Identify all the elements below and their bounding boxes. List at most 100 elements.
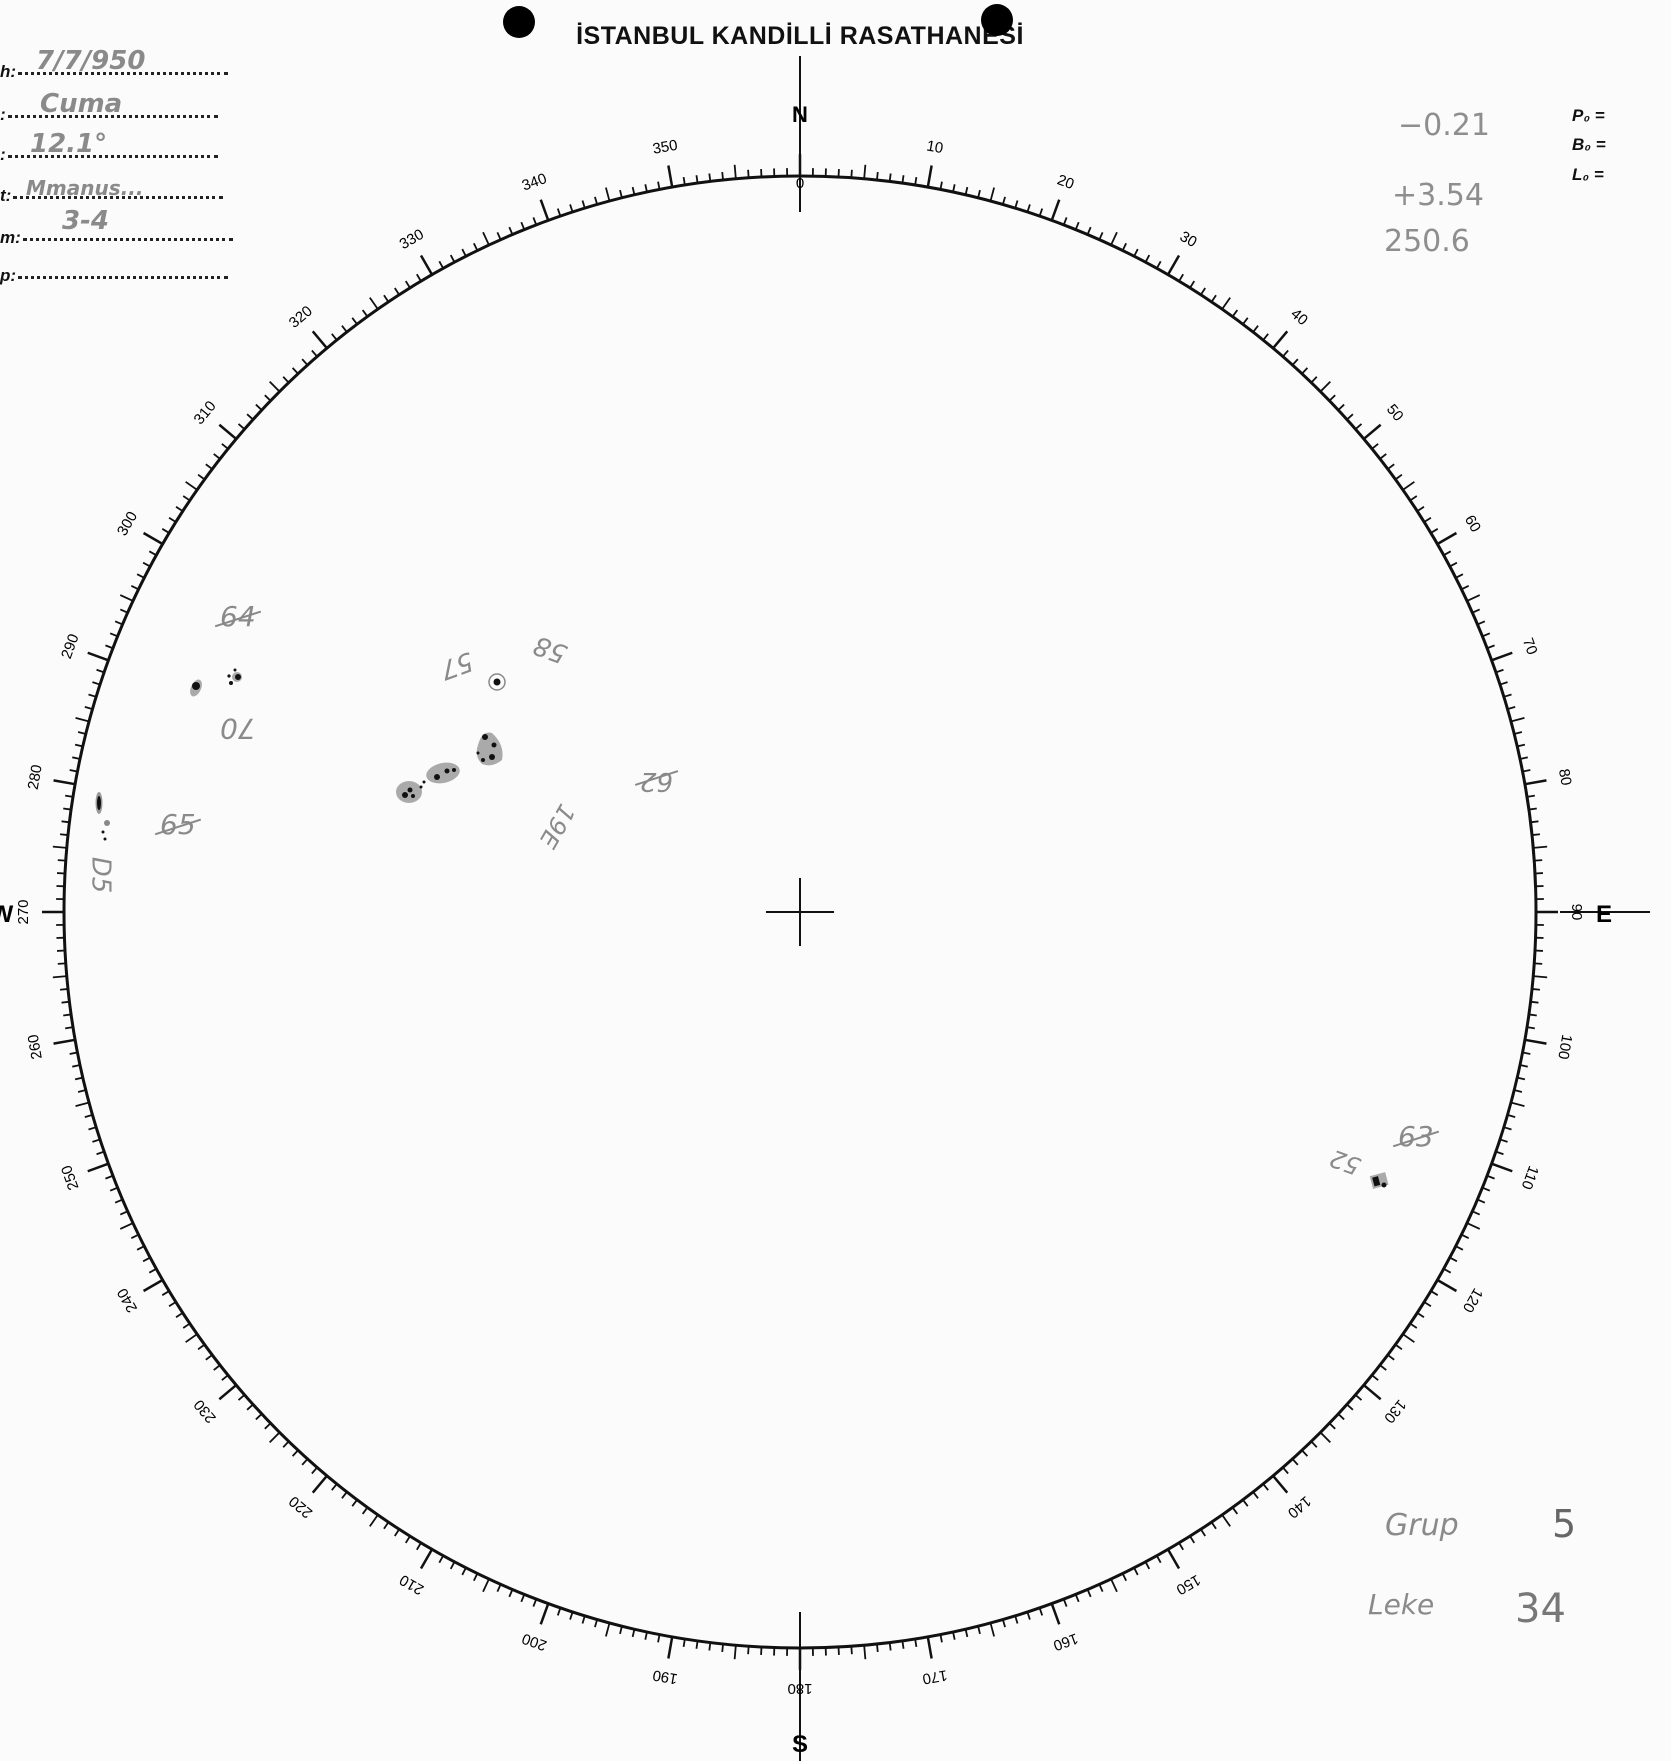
observer-value: Mmanus... xyxy=(26,176,144,200)
scale-tick xyxy=(311,1475,328,1494)
scale-tick xyxy=(1050,199,1061,221)
scale-label-160: 160 xyxy=(1051,1629,1080,1654)
scale-tick xyxy=(1466,594,1481,602)
scale-label-260: 260 xyxy=(25,1033,46,1061)
sunspot-group xyxy=(190,679,202,697)
scale-label-280: 280 xyxy=(25,763,46,791)
scale-tick xyxy=(75,1101,90,1107)
scale-label-20: 20 xyxy=(1055,171,1076,193)
scale-tick xyxy=(1272,1475,1289,1494)
p0-label: P₀ = xyxy=(1572,106,1605,125)
scale-tick xyxy=(1110,1578,1118,1593)
scale-tick xyxy=(419,1548,434,1570)
group-label-text: 64 xyxy=(220,600,256,633)
form-label: h: xyxy=(0,62,17,81)
scale-tick xyxy=(142,1278,164,1293)
day-value: Cuma xyxy=(40,89,123,119)
scale-label-80: 80 xyxy=(1555,767,1575,786)
scale-tick xyxy=(1221,297,1231,310)
form-row-seeing: m: 3-4 xyxy=(0,206,233,248)
form-row-p: p: xyxy=(0,266,229,286)
scale-tick xyxy=(53,779,76,786)
scale-label-90: 90 xyxy=(1568,904,1585,921)
scale-label-350: 350 xyxy=(651,137,679,158)
scale-tick xyxy=(605,1622,611,1637)
scale-label-300: 300 xyxy=(114,509,141,539)
scale-label-190: 190 xyxy=(651,1666,679,1687)
scale-label-210: 210 xyxy=(397,1571,427,1598)
scale-tick xyxy=(52,975,67,979)
scale-label-270: 270 xyxy=(15,899,32,924)
scale-tick xyxy=(1466,1222,1481,1230)
scale-tick xyxy=(733,1645,737,1660)
scale-tick xyxy=(482,231,490,246)
scale-label-120: 120 xyxy=(1459,1285,1486,1315)
scale-label-180: 180 xyxy=(787,1680,812,1697)
scale-tick xyxy=(1363,1384,1382,1401)
scale-tick xyxy=(1166,254,1181,276)
form-row-date: h: 7/7/950 xyxy=(0,46,229,82)
scale-tick xyxy=(75,717,90,723)
scale-label-100: 100 xyxy=(1554,1033,1575,1061)
l0-label: L₀ = xyxy=(1572,165,1604,184)
form-row-time: : 12.1° xyxy=(0,129,218,165)
scale-tick xyxy=(369,297,379,310)
scale-label-320: 320 xyxy=(286,303,316,332)
form-label: m: xyxy=(0,228,21,247)
scale-tick xyxy=(52,845,67,849)
scale-tick xyxy=(185,481,198,491)
scale-tick xyxy=(926,1636,933,1659)
scale-label-140: 140 xyxy=(1284,1492,1314,1521)
scale-label-170: 170 xyxy=(921,1666,949,1687)
sunspot-group xyxy=(476,732,503,766)
scale-tick xyxy=(369,1514,379,1527)
form-label: t: xyxy=(0,186,12,205)
scale-label-40: 40 xyxy=(1287,305,1311,329)
scale-tick xyxy=(419,254,434,276)
scale-tick xyxy=(539,1603,550,1625)
observatory-title: İSTANBUL KANDİLLİ RASATHANESİ xyxy=(576,22,1024,50)
scale-tick xyxy=(119,1222,134,1230)
scale-tick xyxy=(667,165,674,188)
south-letter: S xyxy=(792,1731,808,1758)
group-label-text: 63 xyxy=(1398,1120,1434,1153)
form-row-day: : Cuma xyxy=(0,89,218,125)
scale-label-0: 0 xyxy=(796,175,804,192)
scale-label-70: 70 xyxy=(1519,636,1541,657)
scale-tick xyxy=(989,1622,995,1637)
group-label: 65 xyxy=(160,808,196,841)
scale-tick xyxy=(218,1384,237,1401)
scale-tick xyxy=(1319,381,1331,393)
group-label-text: 65 xyxy=(160,808,196,841)
scale-label-340: 340 xyxy=(520,170,549,195)
date-value: 7/7/950 xyxy=(36,46,146,76)
sunspot-group xyxy=(227,668,242,685)
scale-tick xyxy=(482,1578,490,1593)
punch-hole xyxy=(981,4,1013,36)
scale-tick xyxy=(863,1645,867,1660)
scale-label-240: 240 xyxy=(114,1285,141,1315)
scale-tick xyxy=(733,164,737,179)
sunspot-group xyxy=(426,762,460,784)
scale-tick xyxy=(142,531,164,546)
scale-tick xyxy=(1533,845,1548,849)
scale-tick xyxy=(1436,1278,1458,1293)
east-letter: E xyxy=(1596,901,1612,928)
scale-tick xyxy=(269,1431,281,1443)
scale-tick xyxy=(218,423,237,440)
north-letter: N xyxy=(792,102,808,127)
scale-tick xyxy=(53,1038,76,1045)
scale-label-50: 50 xyxy=(1383,401,1407,425)
group-label-text: 62 xyxy=(640,766,674,796)
scale-tick xyxy=(185,1333,198,1343)
scale-label-150: 150 xyxy=(1173,1571,1203,1598)
scale-tick xyxy=(1491,651,1513,662)
scale-label-230: 230 xyxy=(191,1396,220,1426)
form-row-observer: t: Mmanus... xyxy=(0,176,224,206)
group-label: 62 xyxy=(640,766,673,796)
scale-tick xyxy=(1221,1514,1231,1527)
scale-label-30: 30 xyxy=(1177,228,1200,251)
scale-label-330: 330 xyxy=(397,226,427,253)
b0-label: B₀ = xyxy=(1572,135,1606,154)
